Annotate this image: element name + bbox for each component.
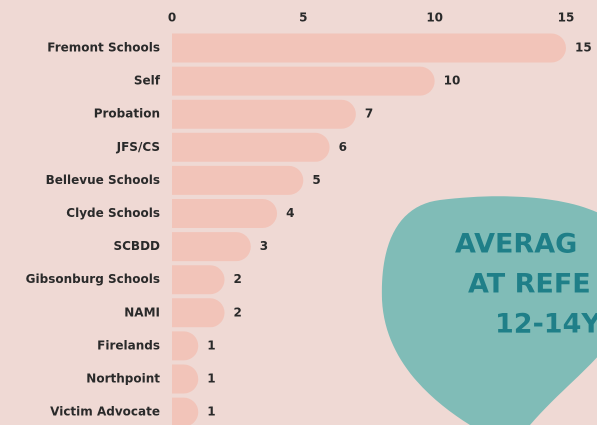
value-label: 6 [339,140,347,154]
value-label: 2 [234,272,242,286]
annotation-text: 12-14Y [495,309,597,340]
bar [172,232,251,262]
y-tick-label: SCBDD [113,239,160,253]
bar [172,265,225,295]
bar [172,364,199,394]
y-tick-label: Probation [94,107,160,121]
y-tick-label: Clyde Schools [66,206,160,220]
bar [172,132,330,162]
bar [172,165,304,195]
annotation-blob [381,196,597,425]
bar [172,33,566,63]
value-label: 4 [286,206,294,220]
y-tick-label: Bellevue Schools [46,173,160,187]
y-tick-label: JFS/CS [116,140,160,154]
y-tick-label: Gibsonburg Schools [26,272,160,286]
bar [172,397,199,425]
value-label: 7 [365,107,373,121]
bar [172,199,278,228]
y-tick-label: Northpoint [86,372,160,386]
value-label: 10 [444,74,461,88]
bar [172,331,199,361]
y-tick-label: Self [134,74,161,88]
value-label: 3 [260,239,268,253]
value-label: 5 [312,173,320,187]
y-tick-label: Firelands [97,338,160,352]
y-tick-label: Fremont Schools [47,41,160,55]
bar [172,99,356,129]
x-tick-label: 0 [168,11,176,25]
annotation-text: AT REFE [468,269,591,300]
value-label: 1 [207,372,215,386]
bar [172,298,225,328]
x-tick-label: 15 [558,11,575,25]
value-label: 2 [234,305,242,319]
x-tick-label: 10 [426,11,443,25]
value-label: 15 [575,41,592,55]
y-tick-label: NAMI [124,305,160,319]
y-tick-label: Victim Advocate [50,405,160,419]
value-label: 1 [207,405,215,419]
bar [172,66,435,96]
annotation-text: AVERAG [455,229,577,260]
x-tick-label: 5 [299,11,307,25]
value-label: 1 [207,338,215,352]
